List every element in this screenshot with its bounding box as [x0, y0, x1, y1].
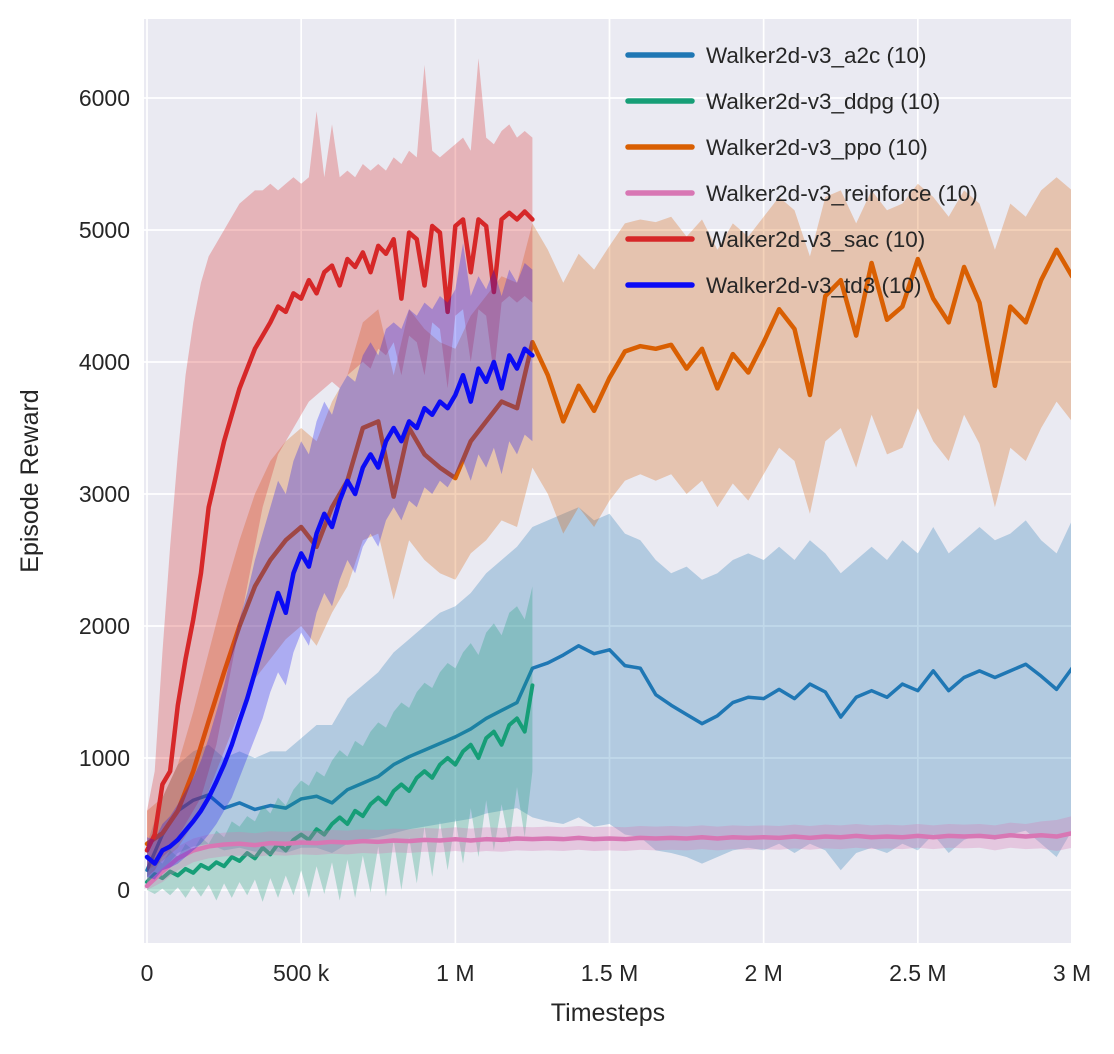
legend: Walker2d-v3_a2c (10) Walker2d-v3_ddpg (10… — [625, 43, 978, 298]
series-line — [144, 346, 535, 866]
series-band — [147, 177, 1071, 871]
x-tick-label: 2.5 M — [889, 960, 947, 986]
series-band — [147, 507, 1071, 887]
legend-label: Walker2d-v3_ddpg (10) — [706, 89, 940, 114]
x-tick-label: 0 — [141, 960, 154, 986]
series-line — [144, 247, 1071, 847]
x-tick-label: 1 M — [436, 960, 474, 986]
legend-item: Walker2d-v3_ppo (10) — [625, 135, 928, 160]
series-line — [144, 209, 535, 853]
legend-item: Walker2d-v3_td3 (10) — [625, 273, 922, 298]
y-axis-label: Episode Reward — [16, 389, 44, 572]
legend-label: Walker2d-v3_td3 (10) — [706, 273, 922, 298]
x-tick-label: 1.5 M — [581, 960, 639, 986]
y-tick-label: 5000 — [79, 217, 130, 243]
series-line — [145, 644, 1071, 872]
legend-label: Walker2d-v3_sac (10) — [706, 227, 925, 252]
x-tick-label: 2 M — [744, 960, 782, 986]
legend-item: Walker2d-v3_ddpg (10) — [625, 89, 940, 114]
y-tick-label: 0 — [117, 877, 130, 903]
x-tick-label: 3 M — [1053, 960, 1091, 986]
series-band — [147, 243, 533, 880]
series-band — [147, 586, 533, 902]
x-axis-label: Timesteps — [551, 999, 665, 1027]
y-tick-label: 6000 — [79, 85, 130, 111]
plot-area — [144, 19, 1071, 943]
legend-item: Walker2d-v3_a2c (10) — [625, 43, 927, 68]
legend-label: Walker2d-v3_ppo (10) — [706, 135, 928, 160]
legend-item: Walker2d-v3_reinforce (10) — [625, 181, 978, 206]
series-layer — [144, 58, 1071, 902]
y-tick-label: 1000 — [79, 745, 130, 771]
tick-labels: 0 500 k 1 M 1.5 M 2 M 2.5 M 3 M 0 1000 2000 3000 40… — [79, 85, 1091, 986]
y-tick-label: 4000 — [79, 349, 130, 375]
y-tick-label: 3000 — [79, 481, 130, 507]
legend-label: Walker2d-v3_reinforce (10) — [706, 181, 978, 206]
series-line — [145, 683, 535, 885]
series-band — [147, 816, 1071, 890]
series-band — [147, 58, 533, 877]
legend-label: Walker2d-v3_a2c (10) — [706, 43, 927, 68]
legend-item: Walker2d-v3_sac (10) — [625, 227, 925, 252]
grid-lines — [144, 19, 1073, 943]
series-line — [144, 831, 1071, 889]
x-tick-label: 500 k — [273, 960, 330, 986]
y-tick-label: 2000 — [79, 613, 130, 639]
